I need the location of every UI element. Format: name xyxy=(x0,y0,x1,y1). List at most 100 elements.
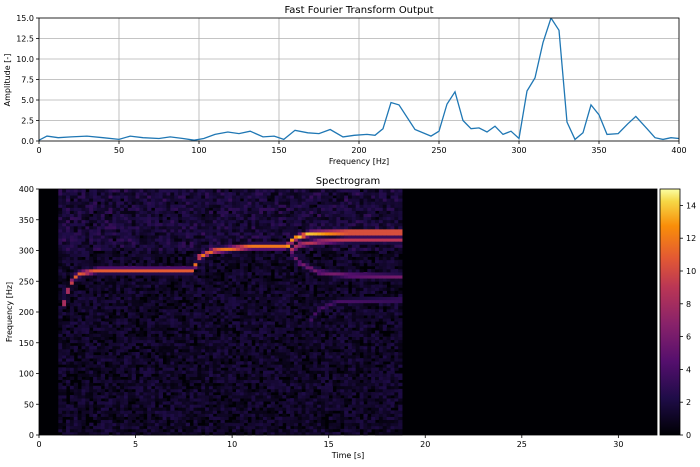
spectrogram-cell xyxy=(235,201,241,205)
spectrogram-cell xyxy=(158,308,163,313)
spectrogram-cell xyxy=(170,204,175,208)
spectrogram-cell xyxy=(158,278,163,282)
spectrogram-cell xyxy=(154,348,160,353)
spectrogram-cell xyxy=(123,247,129,251)
spectrogram-cell xyxy=(116,302,121,307)
spectrogram-cell xyxy=(85,268,90,273)
spectrogram-cell xyxy=(185,348,191,353)
spectrogram-cell xyxy=(162,401,167,405)
spectrogram-cell xyxy=(104,315,109,319)
spectrogram-cell xyxy=(104,235,109,239)
spectrogram-cell xyxy=(251,318,256,322)
spectrogram-cell xyxy=(120,318,125,322)
spectrogram-cell xyxy=(317,308,322,313)
spectrogram-cell xyxy=(112,210,117,214)
spectrogram-cell xyxy=(328,358,333,362)
spectrogram-cell xyxy=(174,235,179,239)
spectrogram-cell xyxy=(158,228,163,233)
spectrogram-cell xyxy=(297,315,303,319)
spectrogram-cell xyxy=(178,398,183,402)
spectrogram-cell xyxy=(151,192,156,196)
spectrogram-cell xyxy=(239,431,245,436)
spectrogram-cell xyxy=(116,358,121,362)
spectrogram-cell xyxy=(232,342,237,347)
spectrogram-cell xyxy=(154,244,160,248)
spectrogram-cell xyxy=(286,287,291,291)
spectrogram-cell xyxy=(112,299,117,304)
spectrogram-cell xyxy=(66,232,71,236)
spectrogram-cell xyxy=(317,395,322,399)
spectrogram-cell xyxy=(205,235,210,239)
spectrogram-cell xyxy=(305,410,310,414)
spectrogram-cell xyxy=(170,345,175,350)
spectrogram-cell xyxy=(274,361,279,365)
spectrogram-cell xyxy=(77,355,82,359)
spectrogram-cell xyxy=(293,395,299,399)
spectrogram-cell xyxy=(154,213,160,218)
spectrogram-cell xyxy=(313,395,318,399)
spectrogram-cell xyxy=(174,290,179,294)
spectrogram-cell xyxy=(243,327,248,331)
spectrogram-cell xyxy=(96,219,102,224)
spectrogram-cell xyxy=(127,238,133,242)
spectrogram-cell xyxy=(270,410,276,414)
spectrogram-cell xyxy=(143,290,148,294)
spectrogram-cell xyxy=(309,321,314,325)
spectrogram-cell xyxy=(201,367,206,371)
spectrogram-cell xyxy=(96,321,102,325)
spectrogram-cell xyxy=(247,302,252,307)
spectrogram-cell xyxy=(205,364,210,368)
spectrogram-cell xyxy=(189,278,194,282)
spectrogram-cell xyxy=(239,222,245,227)
spectrogram-cell xyxy=(131,268,136,273)
spectrogram-cell xyxy=(96,235,102,239)
spectrogram-cell xyxy=(77,333,82,337)
spectrogram-cell xyxy=(143,198,148,202)
spectrogram-cell xyxy=(290,275,295,279)
fft-y-tick-label: 0.0 xyxy=(21,137,34,146)
spectrogram-cell xyxy=(100,198,106,202)
spectrogram-cell xyxy=(112,207,117,211)
spectrogram-cell xyxy=(270,398,276,402)
spectrogram-cell xyxy=(143,327,148,331)
spectrogram-cell xyxy=(62,222,67,227)
spectrogram-cell xyxy=(85,228,90,233)
spectrogram-cell xyxy=(131,293,136,298)
spectrogram-cell xyxy=(58,222,63,227)
spectrogram-cell xyxy=(131,422,136,427)
spectrogram-cell xyxy=(324,253,330,258)
spectrogram-cell xyxy=(293,388,299,393)
spectrogram-cell xyxy=(297,238,303,242)
spectrogram-cell xyxy=(297,364,303,368)
spectrogram-cell xyxy=(73,416,79,421)
spectrogram-cell xyxy=(81,213,86,218)
spectrogram-cell xyxy=(324,235,330,239)
spectrogram-cell xyxy=(320,376,326,381)
spectrogram-cell xyxy=(286,244,291,248)
spectrogram-cell xyxy=(324,219,330,224)
spectrogram-cell xyxy=(123,391,129,396)
spectrogram-cell xyxy=(69,278,75,282)
spectrogram-cell xyxy=(232,364,237,368)
spectrogram-cell xyxy=(201,388,206,393)
spectrogram-cell xyxy=(189,262,194,267)
spectrogram-cell xyxy=(151,345,156,350)
spectrogram-cell xyxy=(270,419,276,424)
spectrogram-cell xyxy=(255,315,260,319)
spectrogram-cell xyxy=(317,293,322,298)
spectrogram-cell xyxy=(205,207,210,211)
spectrogram-cell xyxy=(278,355,283,359)
spectrogram-cell xyxy=(69,376,75,381)
spectrogram-cell xyxy=(89,198,94,202)
spectrogram-cell xyxy=(235,256,241,261)
spectrogram-cell xyxy=(116,324,121,328)
spectrogram-cell xyxy=(170,305,175,310)
spectrogram-cell xyxy=(131,370,136,374)
spectrogram-cell xyxy=(181,361,187,365)
spectrogram-cell xyxy=(93,272,98,276)
spectrogram-cell xyxy=(112,305,117,310)
spectrogram-cell xyxy=(104,268,109,273)
spectrogram-cell xyxy=(220,198,225,202)
spectrogram-cell xyxy=(131,385,136,390)
spectrogram-cell xyxy=(62,219,67,224)
